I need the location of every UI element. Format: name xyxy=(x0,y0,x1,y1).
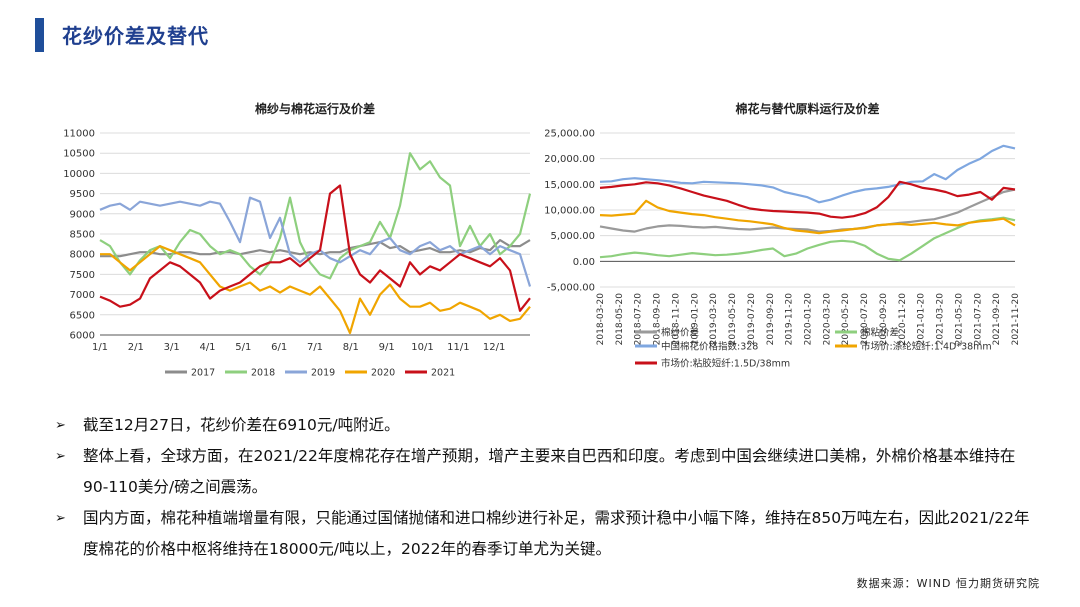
x-tick-label: 12/1 xyxy=(483,342,505,353)
legend-label: 2020 xyxy=(371,368,395,379)
y-tick-label: 0.00 xyxy=(573,257,595,268)
x-tick-label: 2/1 xyxy=(128,342,144,353)
y-tick-label: 9500 xyxy=(70,189,95,200)
y-tick-label: 9000 xyxy=(70,209,95,220)
y-tick-label: 7500 xyxy=(70,270,95,281)
bullet-text: 国内方面，棉花种植端增量有限，只能通过国储抛储和进口棉纱进行补足，需求预计稳中小… xyxy=(83,509,1030,558)
x-tick-label: 2018-05-20 xyxy=(615,293,625,346)
x-tick-label: 2019-01-20 xyxy=(690,293,700,346)
series-line xyxy=(99,152,532,280)
x-tick-label: 2021-07-20 xyxy=(973,293,983,346)
x-tick-label: 2018-03-20 xyxy=(596,293,606,346)
data-source: 数据来源：WIND 恒力期货研究院 xyxy=(856,577,1040,590)
bullet-text: 整体上看，全球方面，在2021/22年度棉花存在增产预期，增产主要来自巴西和印度… xyxy=(83,447,1016,496)
y-tick-label: 10500 xyxy=(63,149,95,160)
legend-label: 棉纱价差 xyxy=(661,327,699,339)
x-tick-label: 2021-03-20 xyxy=(936,293,946,346)
arrow-right-icon: ➢ xyxy=(55,418,66,433)
cotton-yarn-spread-chart: 棉纱与棉花运行及价差 6000 6500 7000 7500 8000 8500 9000 95… xyxy=(63,101,532,379)
x-tick-label: 2020-09-20 xyxy=(879,293,889,346)
y-tick-label: -5,000.00 xyxy=(547,283,595,294)
x-tick-label: 10/1 xyxy=(411,342,433,353)
bullet-item: ➢ 国内方面，棉花种植端增量有限，只能通过国储抛储和进口棉纱进行补足，需求预计稳中… xyxy=(55,503,1035,565)
y-tick-label: 10,000.00 xyxy=(545,206,595,217)
x-tick-label: 5/1 xyxy=(235,342,251,353)
y-tick-label: 6000 xyxy=(70,331,95,342)
x-tick-label: 7/1 xyxy=(307,342,323,353)
y-tick-label: 8000 xyxy=(70,250,95,261)
bullet-text: 截至12月27日，花纱价差在6910元/吨附近。 xyxy=(83,416,400,434)
x-tick-label: 2021-01-20 xyxy=(917,293,927,346)
x-tick-label: 9/1 xyxy=(379,342,395,353)
legend-label: 2017 xyxy=(191,368,215,379)
x-tick-label: 2020-01-20 xyxy=(804,293,814,346)
x-tick-label: 2020-11-20 xyxy=(898,293,908,346)
x-tick-label: 2019-03-20 xyxy=(709,293,719,346)
legend-label: 2019 xyxy=(311,368,335,379)
y-tick-label: 5,000.00 xyxy=(550,231,595,242)
x-tick-label: 2019-11-20 xyxy=(785,293,795,346)
series-line xyxy=(599,180,1016,219)
series-line xyxy=(99,184,531,312)
bullet-list: ➢ 截至12月27日，花纱价差在6910元/吨附近。 ➢ 整体上看，全球方面，在20… xyxy=(55,410,1035,565)
y-tick-label: 20,000.00 xyxy=(545,154,595,165)
bullet-item: ➢ 整体上看，全球方面，在2021/22年度棉花存在增产预期，增产主要来自巴西和印… xyxy=(55,441,1035,503)
x-tick-label: 2021-11-20 xyxy=(1011,293,1021,346)
x-tick-label: 2020-05-20 xyxy=(841,293,851,346)
y-tick-label: 6500 xyxy=(70,310,95,321)
y-tick-label: 10000 xyxy=(63,169,95,180)
x-tick-label: 2018-07-20 xyxy=(634,293,644,346)
x-tick-label: 3/1 xyxy=(164,342,180,353)
x-tick-label: 2018-11-20 xyxy=(671,293,681,346)
x-tick-label: 2021-09-20 xyxy=(992,293,1002,346)
x-tick-label: 2020-07-20 xyxy=(860,293,870,346)
x-tick-label: 6/1 xyxy=(271,342,287,353)
y-tick-label: 8500 xyxy=(70,230,95,241)
legend-label: 2021 xyxy=(431,368,455,379)
legend-label: 中国棉花价格指数:328 xyxy=(661,341,758,353)
cotton-substitute-spread-chart: 棉花与替代原料运行及价差 -5,000.00 0.00 5,000.00 10,000.… xyxy=(545,101,1021,370)
bullet-item: ➢ 截至12月27日，花纱价差在6910元/吨附近。 xyxy=(55,410,1035,441)
x-tick-label: 11/1 xyxy=(447,342,469,353)
x-tick-label: 8/1 xyxy=(343,342,359,353)
series-line xyxy=(599,199,1016,235)
title-accent-bar xyxy=(35,18,44,52)
legend-label: 市场价:粘胶短纤:1.5D/38mm xyxy=(661,358,790,370)
x-tick-label: 2018-09-20 xyxy=(653,293,663,346)
x-tick-label: 2020-03-20 xyxy=(822,293,832,346)
x-tick-label: 2019-05-20 xyxy=(728,293,738,346)
series-line xyxy=(599,188,1016,233)
y-tick-label: 7000 xyxy=(70,290,95,301)
y-tick-label: 25,000.00 xyxy=(545,129,595,140)
chart-title: 棉纱与棉花运行及价差 xyxy=(255,101,375,116)
x-tick-label: 1/1 xyxy=(92,342,108,353)
series-line xyxy=(99,196,532,287)
x-tick-label: 2019-07-20 xyxy=(747,293,757,346)
x-tick-label: 2019-09-20 xyxy=(766,293,776,346)
legend-label: 市场价:涤纶短纤:1.4D*38mm xyxy=(861,341,992,353)
series-line xyxy=(599,216,1016,262)
series-line xyxy=(100,245,531,335)
arrow-right-icon: ➢ xyxy=(55,449,66,464)
x-tick-label: 4/1 xyxy=(199,342,215,353)
legend-label: 棉粘价差 xyxy=(861,327,899,339)
y-tick-label: 11000 xyxy=(63,129,95,140)
legend-label: 2018 xyxy=(251,368,275,379)
page-title: 花纱价差及替代 xyxy=(62,24,209,48)
chart-title: 棉花与替代原料运行及价差 xyxy=(735,101,879,116)
x-tick-label: 2021-05-20 xyxy=(954,293,964,346)
y-tick-label: 15,000.00 xyxy=(545,180,595,191)
series-line xyxy=(599,144,1016,204)
arrow-right-icon: ➢ xyxy=(55,511,66,526)
